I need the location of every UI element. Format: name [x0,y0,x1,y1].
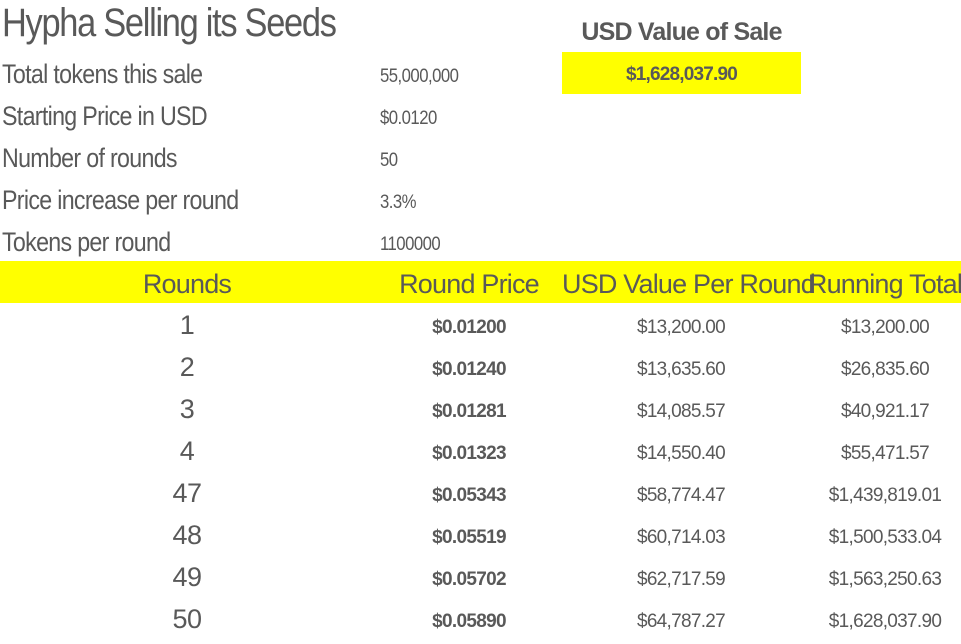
cell-round[interactable]: 2 [179,352,195,382]
cell-round[interactable]: 49 [172,562,202,592]
param-value-starting-price[interactable]: $0.0120 [380,108,437,129]
cell-round-price[interactable]: $0.05702 [432,569,506,590]
cell-round[interactable]: 3 [179,394,195,424]
cell-round[interactable]: 4 [179,436,195,466]
usd-value: $1,628,037.90 [625,64,738,85]
param-label-number-of-rounds[interactable]: Number of rounds [2,143,178,173]
cell-usd-value[interactable]: $14,085.57 [636,401,726,422]
cell-round[interactable]: 47 [172,478,202,508]
param-value-tokens-per-round[interactable]: 1100000 [380,234,441,255]
cell-round[interactable]: 50 [172,604,202,634]
header-rounds[interactable]: Rounds [142,269,232,299]
param-value-total-tokens[interactable]: 55,000,000 [380,66,459,87]
param-label-total-tokens[interactable]: Total tokens this sale [2,59,203,89]
header-round-price[interactable]: Round Price [399,269,540,299]
cell-usd-value[interactable]: $13,200.00 [636,317,726,338]
param-label-price-increase[interactable]: Price increase per round [2,185,239,215]
param-value-price-increase[interactable]: 3.3% [380,192,417,213]
table-header-row: Rounds Round Price USD Value Per Round R… [0,261,961,303]
cell-running-total[interactable]: $1,563,250.63 [828,569,942,590]
cell-running-total[interactable]: $40,921.17 [840,401,930,422]
table-row: 2 $0.01240 $13,635.60 $26,835.60 [0,348,961,390]
cell-round-price[interactable]: $0.05890 [432,611,506,632]
cell-running-total[interactable]: $1,439,819.01 [828,485,942,506]
table-row: 48 $0.05519 $60,714.03 $1,500,533.04 [0,516,961,558]
cell-round-price[interactable]: $0.01281 [432,401,506,422]
cell-usd-value[interactable]: $60,714.03 [636,527,726,548]
cell-usd-value[interactable]: $64,787.27 [636,611,726,632]
cell-running-total[interactable]: $26,835.60 [840,359,930,380]
cell-usd-value[interactable]: $62,717.59 [636,569,726,590]
cell-running-total[interactable]: $1,500,533.04 [828,527,942,548]
header-usd-value-per-round[interactable]: USD Value Per Round [562,269,816,299]
cell-round-price[interactable]: $0.05343 [432,485,506,506]
header-running-total[interactable]: Running Total [807,269,961,299]
cell-usd-value[interactable]: $58,774.47 [636,485,726,506]
usd-value-cell[interactable]: $1,628,037.90 [562,52,801,94]
cell-running-total[interactable]: $55,471.57 [840,443,930,464]
table-row: 4 $0.01323 $14,550.40 $55,471.57 [0,432,961,474]
cell-running-total[interactable]: $13,200.00 [840,317,930,338]
cell-usd-value[interactable]: $14,550.40 [636,443,726,464]
table-row: 50 $0.05890 $64,787.27 $1,628,037.90 [0,600,961,642]
cell-round[interactable]: 48 [172,520,202,550]
cell-round-price[interactable]: $0.01240 [432,359,506,380]
table-row: 1 $0.01200 $13,200.00 $13,200.00 [0,306,961,348]
cell-round-price[interactable]: $0.01200 [432,317,506,338]
cell-round[interactable]: 1 [179,310,195,340]
table-row: 47 $0.05343 $58,774.47 $1,439,819.01 [0,474,961,516]
param-value-number-of-rounds[interactable]: 50 [380,150,398,171]
param-label-starting-price[interactable]: Starting Price in USD [2,101,208,131]
usd-value-header[interactable]: USD Value of Sale [581,18,782,46]
table-body: 1 $0.01200 $13,200.00 $13,200.00 2 $0.01… [0,306,961,642]
sheet-title: Hypha Selling its Seeds [2,1,337,45]
cell-round-price[interactable]: $0.05519 [432,527,506,548]
cell-round-price[interactable]: $0.01323 [432,443,506,464]
cell-usd-value[interactable]: $13,635.60 [636,359,726,380]
table-row: 3 $0.01281 $14,085.57 $40,921.17 [0,390,961,432]
param-label-tokens-per-round[interactable]: Tokens per round [2,227,171,257]
table-row: 49 $0.05702 $62,717.59 $1,563,250.63 [0,558,961,600]
cell-running-total[interactable]: $1,628,037.90 [828,611,942,632]
